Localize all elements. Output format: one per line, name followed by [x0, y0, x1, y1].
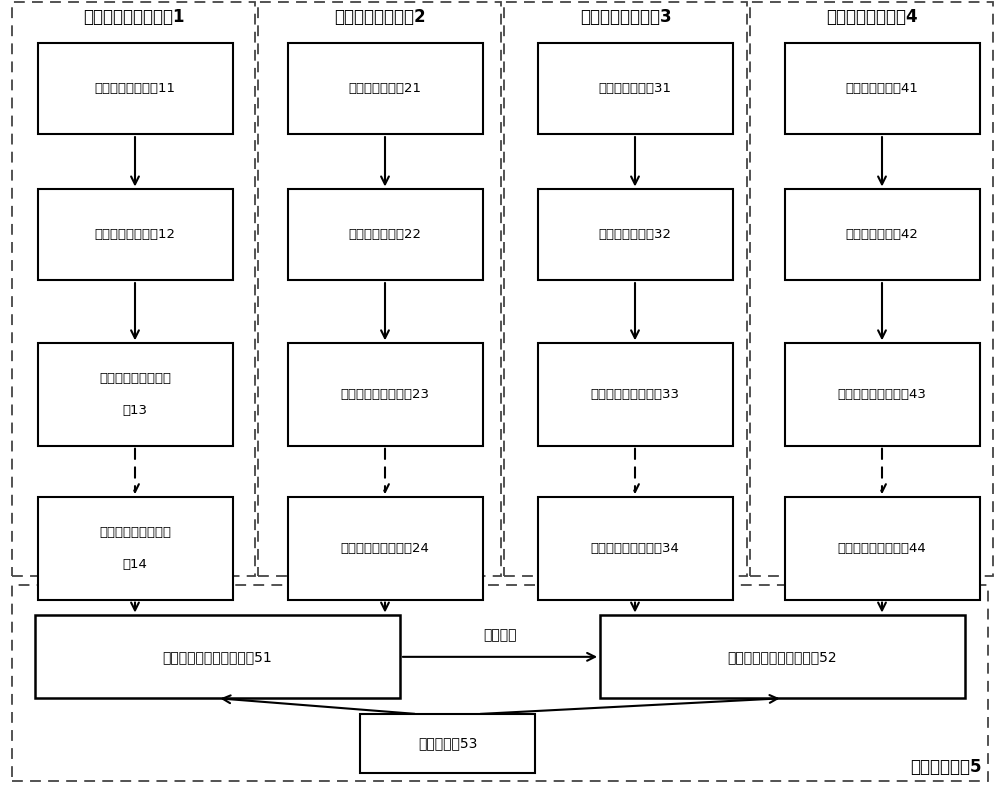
Bar — [784, 43, 980, 134]
Text: 工频信号调理器42: 工频信号调理器42 — [846, 228, 918, 241]
Bar — [288, 189, 482, 280]
Text: 超声信号转换模兗3: 超声信号转换模兗3 — [580, 8, 671, 26]
Bar — [784, 343, 980, 446]
Bar — [12, 2, 255, 576]
Text: 特高频信号转换模兗1: 特高频信号转换模兗1 — [83, 8, 184, 26]
Bar — [38, 189, 232, 280]
Bar — [538, 189, 732, 280]
Bar — [38, 497, 232, 600]
Bar — [258, 2, 501, 576]
Text: 器13: 器13 — [122, 404, 148, 417]
Text: 特高频信号无线接收: 特高频信号无线接收 — [99, 525, 171, 539]
Bar — [288, 43, 482, 134]
Bar — [600, 615, 965, 698]
Bar — [784, 189, 980, 280]
Bar — [538, 343, 732, 446]
Text: 超声信号调理器32: 超声信号调理器32 — [598, 228, 672, 241]
Bar — [288, 497, 482, 600]
Text: 触发同步: 触发同步 — [483, 629, 517, 642]
Text: 工频信号转换模兗4: 工频信号转换模兗4 — [826, 8, 917, 26]
Text: 高频信号无线接收器24: 高频信号无线接收器24 — [341, 542, 429, 555]
Text: 高频信号传感器21: 高频信号传感器21 — [349, 82, 422, 95]
Text: 采集分析模兗5: 采集分析模兗5 — [910, 758, 982, 776]
Text: 超声信号无线接收器34: 超声信号无线接收器34 — [591, 542, 679, 555]
Text: 特高频信号传感器11: 特高频信号传感器11 — [94, 82, 176, 95]
Bar — [784, 497, 980, 600]
Bar — [288, 343, 482, 446]
Text: 超声信号无线发射器33: 超声信号无线发射器33 — [590, 388, 680, 401]
Bar — [750, 2, 993, 576]
Text: 超声信号传感器31: 超声信号传感器31 — [598, 82, 672, 95]
Bar — [504, 2, 747, 576]
Bar — [35, 615, 400, 698]
Text: 低速同步并行数据采集器52: 低速同步并行数据采集器52 — [728, 650, 837, 664]
Text: 工频信号无线接收器44: 工频信号无线接收器44 — [838, 542, 926, 555]
Bar — [360, 714, 535, 773]
Bar — [538, 43, 732, 134]
Text: 工频信号无线发射器43: 工频信号无线发射器43 — [838, 388, 926, 401]
Bar — [12, 585, 988, 781]
Text: 高频信号调理器22: 高频信号调理器22 — [349, 228, 422, 241]
Text: 高速同步并行数据采集器51: 高速同步并行数据采集器51 — [163, 650, 272, 664]
Text: 特高频信号无线发射: 特高频信号无线发射 — [99, 372, 171, 385]
Text: 器14: 器14 — [123, 558, 147, 571]
Text: 特高频信号调理器12: 特高频信号调理器12 — [94, 228, 176, 241]
Text: 高频信号无线发射器23: 高频信号无线发射器23 — [340, 388, 430, 401]
Bar — [38, 343, 232, 446]
Text: 笔记本电脑53: 笔记本电脑53 — [418, 737, 477, 750]
Text: 高频信号转换模兗2: 高频信号转换模兗2 — [334, 8, 425, 26]
Bar — [38, 43, 232, 134]
Text: 工频信号传感器41: 工频信号传感器41 — [846, 82, 918, 95]
Bar — [538, 497, 732, 600]
